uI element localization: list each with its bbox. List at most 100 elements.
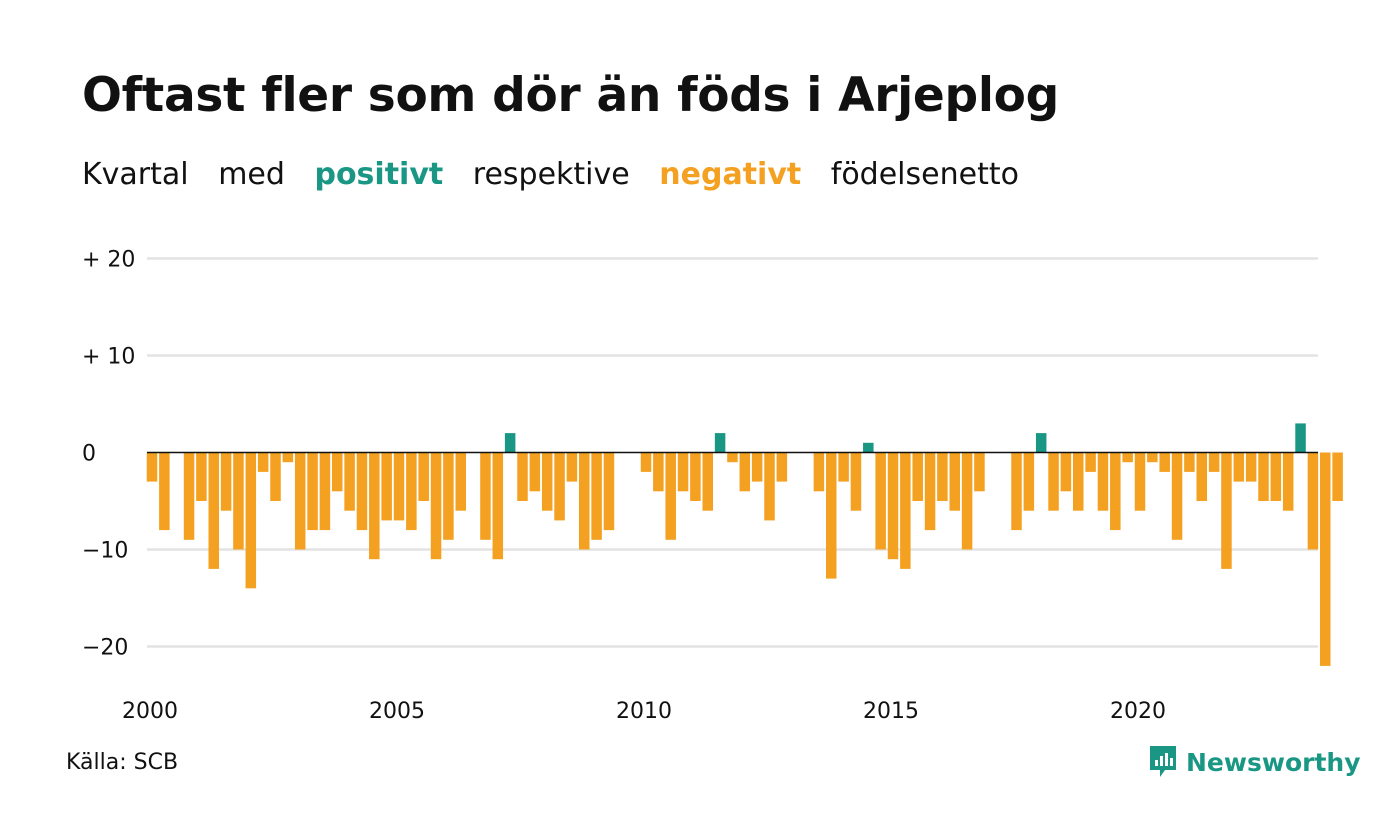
- bar: [1134, 452, 1146, 511]
- bar: [418, 452, 429, 501]
- bar: [702, 452, 713, 511]
- bar: [838, 452, 849, 482]
- bar: [1073, 452, 1084, 511]
- bar: [1270, 452, 1282, 501]
- bar: [480, 452, 491, 540]
- bar: [924, 452, 936, 531]
- bar: [307, 452, 318, 531]
- bar: [813, 452, 825, 492]
- bar: [974, 452, 985, 492]
- bar: [208, 452, 219, 569]
- bar: [406, 452, 417, 531]
- subtitle-word: födelsenetto: [830, 157, 1019, 192]
- bar: [937, 452, 948, 501]
- bar: [1245, 452, 1257, 482]
- bar: [1320, 452, 1331, 666]
- bar: [764, 452, 775, 521]
- bar: [455, 452, 466, 511]
- bar: [159, 452, 170, 531]
- bar: [1110, 452, 1121, 531]
- bar: [443, 452, 454, 540]
- y-tick-label: −10: [82, 539, 128, 564]
- bar: [196, 452, 207, 501]
- subtitle-positive-label: positivt: [314, 157, 444, 192]
- bar: [1159, 452, 1170, 472]
- bar: [739, 452, 751, 492]
- bar: [1171, 452, 1183, 540]
- bar: [1147, 452, 1158, 463]
- bar: [1258, 452, 1269, 501]
- bar: [1048, 452, 1059, 511]
- bar: [677, 452, 689, 492]
- x-tick-label: 2015: [863, 699, 919, 724]
- bar: [146, 452, 158, 482]
- bar: [504, 433, 516, 453]
- bar: [1184, 452, 1195, 472]
- chart-title: Oftast fler som dör än föds i Arjeplog: [82, 68, 1060, 123]
- bar: [529, 452, 541, 492]
- bar: [270, 452, 281, 501]
- bar: [751, 452, 763, 482]
- bar: [727, 452, 738, 463]
- bar: [566, 452, 578, 482]
- bar: [294, 452, 306, 550]
- bar: [332, 452, 343, 492]
- bar: [319, 452, 331, 531]
- subtitle-negative-label: negativt: [659, 157, 802, 192]
- bar: [665, 452, 676, 540]
- bar: [381, 452, 392, 521]
- brand-logo: Newsworthy: [1148, 744, 1361, 780]
- bar: [369, 452, 380, 560]
- bar: [579, 452, 590, 550]
- bar: [653, 452, 664, 492]
- source-note: Källa: SCB: [66, 750, 179, 775]
- bar: [949, 452, 960, 511]
- bar: [356, 452, 368, 531]
- bar: [1233, 452, 1245, 482]
- bar: [1332, 452, 1343, 501]
- bar: [875, 452, 886, 550]
- bar: [961, 452, 973, 550]
- subtitle-word: med: [218, 157, 285, 192]
- bar: [183, 452, 195, 540]
- y-tick-label: + 20: [82, 248, 135, 273]
- y-tick-label: −20: [82, 636, 128, 661]
- bar: [1035, 433, 1047, 453]
- bar: [344, 452, 355, 511]
- bar: [233, 452, 244, 550]
- bar: [554, 452, 565, 521]
- brand-name: Newsworthy: [1186, 747, 1361, 777]
- bar: [776, 452, 788, 482]
- x-tick-label: 2005: [369, 699, 425, 724]
- bar: [826, 452, 837, 579]
- bar: [282, 452, 294, 463]
- bar: [517, 452, 528, 501]
- bar: [640, 452, 652, 472]
- subtitle-word: respektive: [472, 157, 630, 192]
- bar: [1011, 452, 1022, 531]
- bar: [1085, 452, 1096, 472]
- bar: [900, 452, 911, 569]
- bar: [1208, 452, 1220, 472]
- bar: [912, 452, 923, 501]
- subtitle-word: Kvartal: [82, 157, 189, 192]
- bar: [245, 452, 257, 589]
- bar: [1122, 452, 1133, 463]
- bar: [492, 452, 504, 560]
- x-tick-label: 2020: [1110, 699, 1166, 724]
- bar: [541, 452, 553, 511]
- bar: [1282, 452, 1294, 511]
- newsworthy-logo-icon: [1150, 746, 1176, 777]
- x-tick-label: 2010: [616, 699, 672, 724]
- bar: [1196, 452, 1207, 501]
- bar: [714, 433, 726, 453]
- bar: [430, 452, 442, 560]
- bar: [393, 452, 405, 521]
- bar: [887, 452, 899, 560]
- y-tick-label: + 10: [82, 345, 135, 370]
- bar: [690, 452, 701, 501]
- bar: [591, 452, 602, 540]
- bar: [1221, 452, 1232, 569]
- bar: [603, 452, 615, 531]
